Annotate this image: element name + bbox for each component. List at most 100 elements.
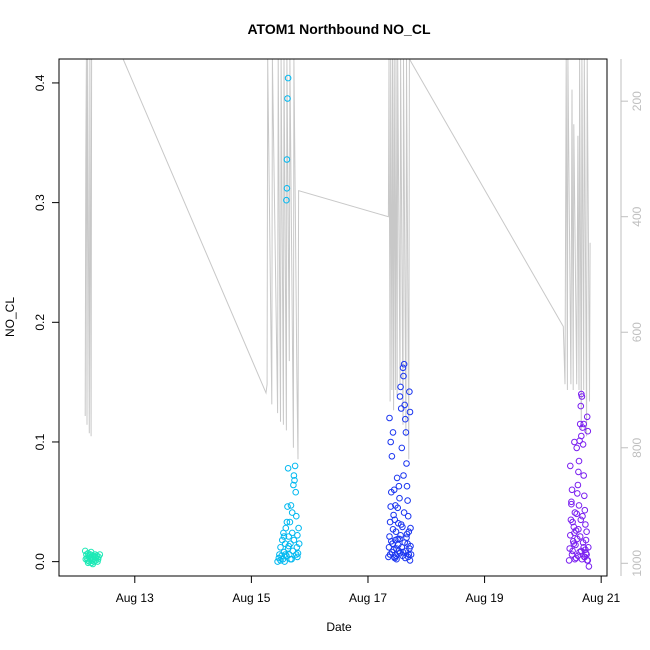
y-tick-label: 0.3 <box>33 194 47 211</box>
data-point-series-3 <box>402 415 409 423</box>
data-point-series-3 <box>392 502 399 509</box>
data-point-series-4 <box>573 444 581 452</box>
data-point-series-2 <box>284 503 291 510</box>
secondary-y-tick-label: 1000 <box>630 550 644 577</box>
data-point-series-4 <box>568 551 576 558</box>
data-point-series-2 <box>293 551 300 558</box>
data-point-series-4 <box>576 548 583 556</box>
data-point-series-4 <box>577 516 585 524</box>
data-point-series-2 <box>277 544 284 551</box>
data-point-series-4 <box>572 541 579 549</box>
data-point-series-3 <box>391 516 399 524</box>
data-point-series-4 <box>568 498 575 506</box>
data-point-series-4 <box>582 550 590 557</box>
secondary-y-tick-label: 600 <box>630 322 644 342</box>
data-point-series-2 <box>283 518 291 526</box>
data-point-series-2 <box>290 481 297 489</box>
data-point-series-1 <box>86 552 93 560</box>
y-tick-label: 0.0 <box>33 553 47 570</box>
data-point-series-2 <box>284 95 291 102</box>
data-point-series-3 <box>393 474 401 482</box>
data-point-series-2 <box>291 477 298 484</box>
data-point-series-2 <box>283 196 290 204</box>
data-point-series-3 <box>387 503 395 510</box>
data-point-series-2 <box>295 540 303 548</box>
data-point-series-2 <box>274 558 281 565</box>
data-point-series-4 <box>565 557 573 564</box>
chart-title: ATOM1 Northbound NO_CL <box>247 21 430 37</box>
data-point-series-2 <box>285 533 293 540</box>
x-axis-label: Date <box>326 620 352 634</box>
data-point-series-2 <box>290 536 298 544</box>
data-point-series-2 <box>291 462 299 470</box>
data-point-series-2 <box>280 533 288 540</box>
data-point-series-2 <box>295 524 302 532</box>
data-point-series-3 <box>400 509 408 516</box>
data-point-series-4 <box>570 540 578 548</box>
data-point-series-3 <box>386 414 393 422</box>
secondary-series-layer <box>84 59 591 460</box>
data-point-series-1 <box>89 560 97 568</box>
data-point-series-3 <box>390 511 397 519</box>
data-point-series-3 <box>389 429 397 436</box>
data-point-series-2 <box>289 547 297 555</box>
data-point-series-2 <box>281 551 289 558</box>
data-point-series-4 <box>580 420 588 428</box>
x-tick-label: Aug 13 <box>116 591 154 605</box>
y-tick-label: 0.1 <box>33 433 47 450</box>
data-point-series-3 <box>397 532 404 539</box>
data-point-series-3 <box>398 444 406 452</box>
data-point-series-3 <box>397 405 405 412</box>
y-tick-label: 0.2 <box>33 314 47 331</box>
data-point-series-2 <box>287 502 295 509</box>
data-point-series-3 <box>400 472 407 479</box>
data-point-series-4 <box>582 521 589 528</box>
data-point-series-4 <box>569 547 576 555</box>
x-tick-label: Aug 17 <box>349 591 387 605</box>
data-point-series-2 <box>285 542 293 550</box>
data-point-series-3 <box>404 512 412 520</box>
data-point-series-3 <box>395 541 402 549</box>
data-point-series-3 <box>401 401 409 409</box>
data-point-series-2 <box>282 524 290 532</box>
data-point-series-3 <box>405 551 413 558</box>
y-axis: 0.0 0.1 0.2 0.3 0.4 <box>33 74 59 570</box>
data-point-series-3 <box>404 540 411 548</box>
data-point-series-4 <box>575 502 583 509</box>
data-point-series-4 <box>571 529 578 537</box>
data-point-series-1 <box>87 548 95 556</box>
data-point-series-4 <box>569 518 576 526</box>
data-point-series-4 <box>581 506 589 514</box>
secondary-y-axis: 200 400 600 800 1000 <box>620 59 644 577</box>
data-point-series-3 <box>390 546 397 554</box>
data-point-series-3 <box>402 429 410 436</box>
data-point-series-2 <box>287 555 294 563</box>
data-point-series-3 <box>393 555 400 563</box>
data-point-series-4 <box>568 500 575 508</box>
data-point-series-3 <box>399 548 407 556</box>
data-point-series-2 <box>293 512 300 520</box>
data-point-series-4 <box>578 432 585 440</box>
data-point-series-4 <box>576 533 584 540</box>
data-point-series-3 <box>388 453 396 460</box>
data-point-series-4 <box>579 539 587 546</box>
y-tick-label: 0.4 <box>33 74 47 91</box>
data-point-series-2 <box>288 509 296 516</box>
data-point-series-4 <box>583 528 590 536</box>
data-point-series-3 <box>387 438 395 446</box>
data-point-series-3 <box>397 383 404 391</box>
data-point-series-1 <box>92 553 99 561</box>
secondary-y-tick-label: 200 <box>630 91 644 111</box>
data-point-series-4 <box>574 490 581 497</box>
data-point-series-3 <box>392 528 400 536</box>
data-point-series-4 <box>573 510 581 518</box>
data-point-series-4 <box>584 427 592 435</box>
x-tick-label: Aug 19 <box>466 591 504 605</box>
data-point-series-3 <box>400 372 407 380</box>
data-point-series-4 <box>571 438 578 446</box>
data-point-series-3 <box>399 364 407 372</box>
data-point-series-4 <box>575 526 582 533</box>
data-point-series-3 <box>396 494 403 502</box>
x-tick-label: Aug 15 <box>232 591 270 605</box>
data-point-series-4 <box>581 492 588 500</box>
